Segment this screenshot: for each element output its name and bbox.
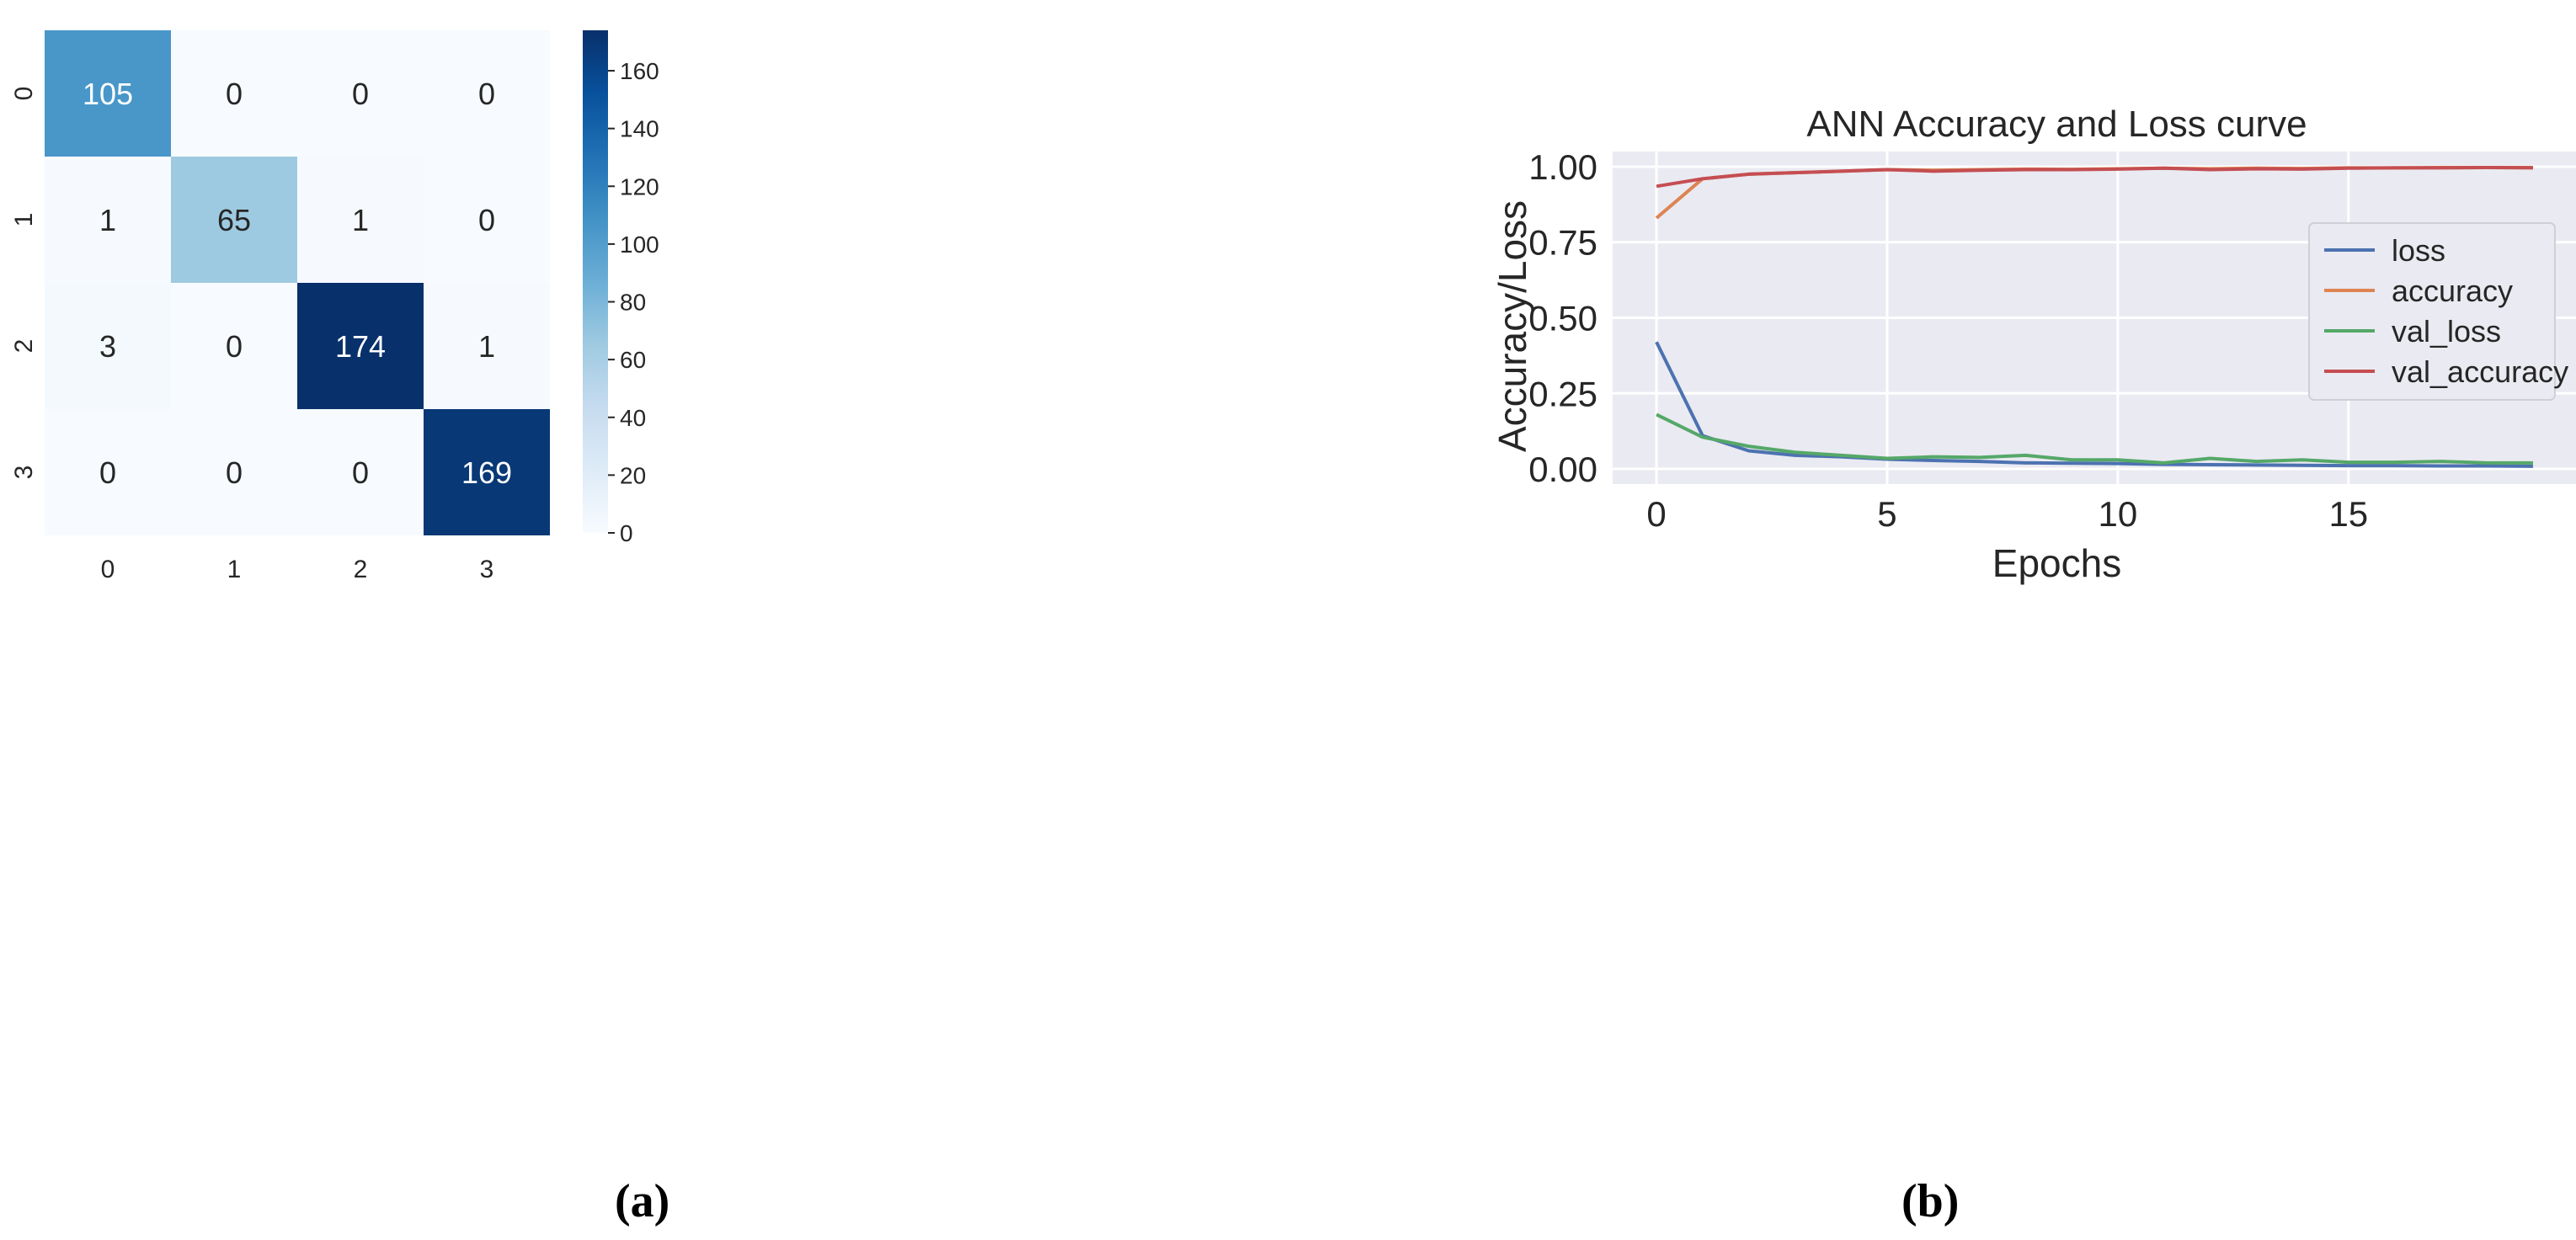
heatmap-row-label: 1 [10, 213, 38, 227]
x-tick-label: 5 [1877, 494, 1896, 534]
heatmap-cell-value: 0 [226, 77, 243, 111]
x-tick-label: 15 [2328, 494, 2368, 534]
heatmap-cell-value: 0 [226, 329, 243, 364]
y-tick-label: 0.00 [1528, 450, 1597, 489]
heatmap-cell [424, 283, 550, 409]
heatmap-cell [45, 30, 171, 157]
heatmap-cell [297, 283, 424, 409]
y-tick-label: 1.00 [1528, 147, 1597, 187]
heatmap-col-label: 2 [354, 556, 368, 583]
y-axis-label: Accuracy/Loss [1491, 200, 1534, 452]
series-line-loss [1655, 341, 2533, 468]
legend-label: val_loss [2392, 314, 2501, 349]
heatmap-cell [297, 409, 424, 535]
heatmap-cell-value: 0 [99, 455, 116, 490]
colorbar-tick-label: 20 [620, 462, 646, 488]
heatmap-col-label: 3 [480, 556, 494, 583]
y-tick-label: 0.25 [1528, 374, 1597, 413]
legend-label: loss [2392, 233, 2445, 268]
heatmap-cell-value: 65 [217, 203, 251, 237]
heatmap-cell [424, 409, 550, 535]
heatmap-cell [171, 283, 297, 409]
accuracy-loss-line-chart: 0 5 10 15 0.00 0.25 0.50 0.75 1.00 ANN Accuracy a… [1491, 104, 2576, 585]
heatmap-cell [171, 30, 297, 157]
heatmap-cell [45, 409, 171, 535]
heatmap-cell-value: 169 [461, 455, 512, 490]
legend-label: accuracy [2392, 274, 2513, 308]
heatmap-cell-value: 0 [226, 455, 243, 490]
colorbar-tick-label: 40 [620, 405, 646, 431]
colorbar-tick-label: 120 [620, 173, 659, 200]
colorbar-tick-label: 160 [620, 58, 659, 84]
x-tick-label: 10 [2099, 494, 2138, 534]
x-tick-label: 0 [1646, 494, 1666, 534]
colorbar-tick-label: 100 [620, 232, 659, 258]
colorbar-tick-label: 60 [620, 347, 646, 373]
heatmap-cell [297, 157, 424, 283]
colorbar-tick-label: 80 [620, 290, 646, 316]
panel-label-b: (b) [1901, 1175, 1960, 1227]
x-axis-label: Epochs [1992, 541, 2121, 585]
heatmap-row-label: 3 [10, 466, 38, 480]
heatmap-cell [171, 157, 297, 283]
heatmap-cell-value: 3 [99, 329, 116, 364]
legend-label: val_accuracy [2392, 354, 2568, 389]
colorbar-tick-label: 0 [620, 520, 633, 546]
heatmap-col-label: 1 [227, 556, 242, 583]
heatmap-cell-value: 0 [478, 203, 495, 237]
y-tick-label: 0.75 [1528, 223, 1597, 263]
heatmap-cell-value: 1 [99, 203, 116, 237]
heatmap-cell [45, 157, 171, 283]
heatmap-cell [171, 409, 297, 535]
heatmap-cell-value: 1 [478, 329, 495, 364]
heatmap-cell-value: 105 [83, 77, 133, 111]
series-line-val-loss [1656, 412, 2533, 465]
heatmap-row-label: 0 [10, 87, 38, 101]
heatmap-cell [45, 283, 171, 409]
heatmap-cell [424, 30, 550, 157]
chart-title: ANN Accuracy and Loss curve [1806, 104, 2307, 145]
panel-label-a: (a) [615, 1175, 670, 1227]
heatmap-cell [424, 157, 550, 283]
y-tick-label: 0.50 [1528, 299, 1597, 338]
legend [2308, 222, 2556, 401]
heatmap-cell-value: 0 [478, 77, 495, 111]
colorbar [583, 30, 608, 533]
heatmap-cell-value: 0 [352, 455, 369, 490]
heatmap-row-label: 2 [10, 339, 38, 354]
heatmap-cell-value: 1 [352, 203, 369, 237]
heatmap-cell-value: 174 [335, 329, 386, 364]
heatmap-cell-value: 0 [352, 77, 369, 111]
heatmap-col-label: 0 [101, 556, 115, 583]
series-line-val-accuracy [1656, 166, 2533, 189]
colorbar-tick-label: 140 [620, 116, 659, 142]
heatmap-cell [297, 30, 424, 157]
